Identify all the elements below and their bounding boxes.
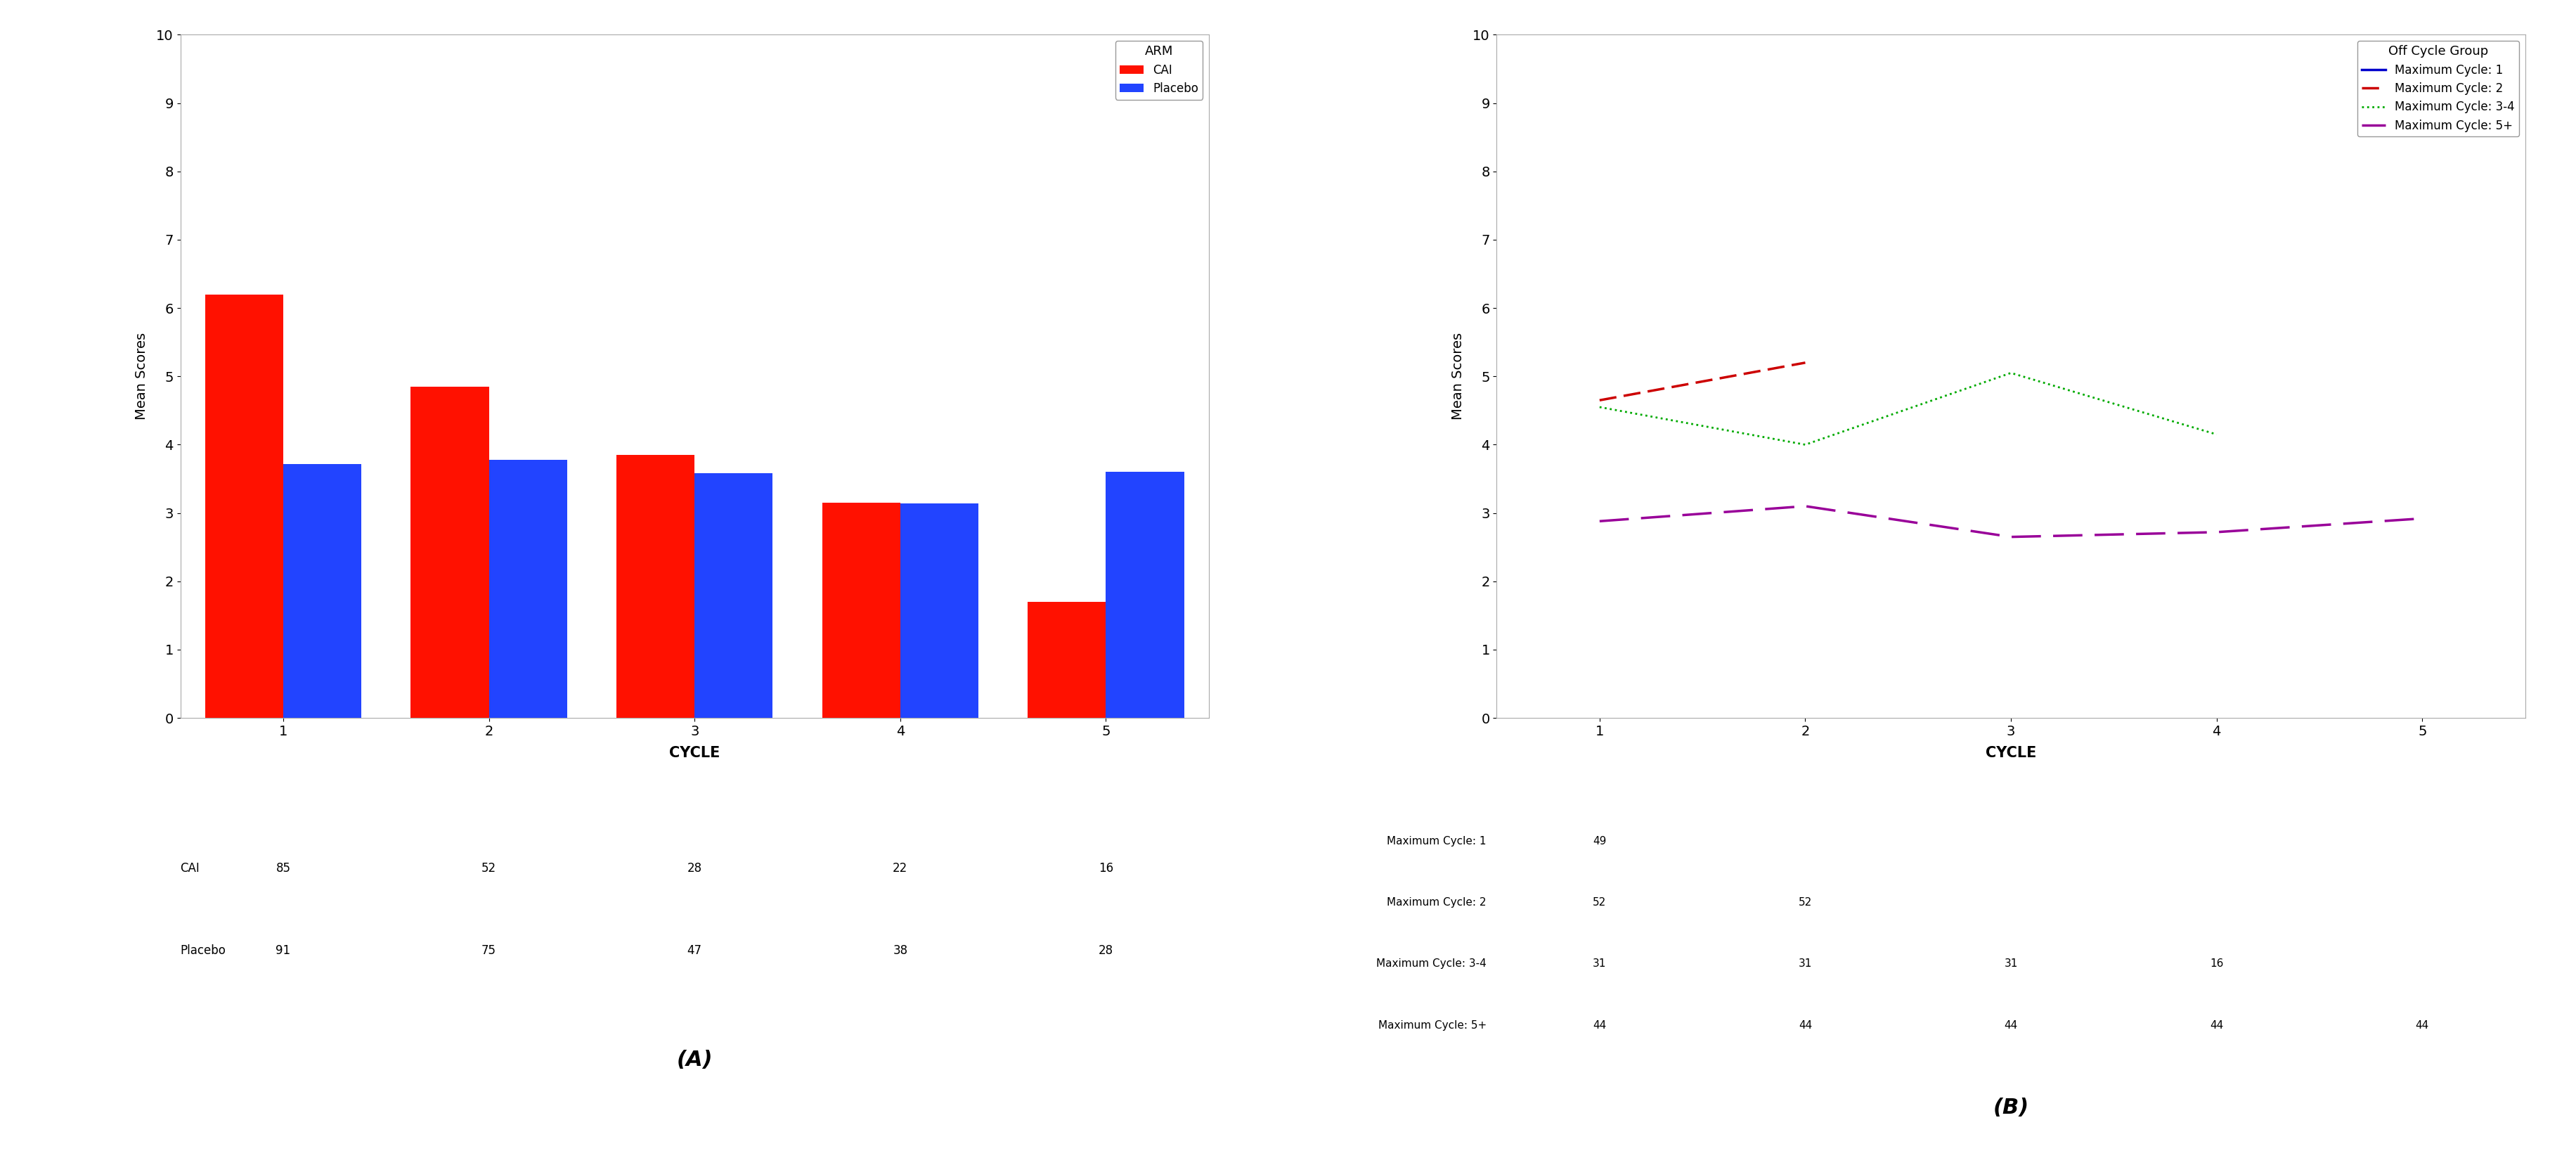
Maximum Cycle: 3-4: (2, 4): 3-4: (2, 4) <box>1790 438 1821 452</box>
Text: 31: 31 <box>2004 959 2017 969</box>
Bar <box>283 464 361 718</box>
Text: 22: 22 <box>891 862 907 874</box>
Text: 75: 75 <box>482 944 497 957</box>
Bar <box>489 460 567 718</box>
Text: 28: 28 <box>688 862 701 874</box>
Text: 44: 44 <box>1592 1020 1605 1031</box>
Text: 44: 44 <box>2004 1020 2017 1031</box>
Text: 31: 31 <box>1592 959 1605 969</box>
Bar <box>410 387 489 718</box>
Text: Maximum Cycle: 5+: Maximum Cycle: 5+ <box>1378 1020 1486 1031</box>
X-axis label: CYCLE: CYCLE <box>1986 746 2035 760</box>
Text: (A): (A) <box>677 1049 714 1070</box>
Bar <box>1028 602 1105 718</box>
Maximum Cycle: 3-4: (3, 5.05): 3-4: (3, 5.05) <box>1994 366 2025 380</box>
Bar <box>1105 472 1185 718</box>
Maximum Cycle: 5+: (4, 2.72): 5+: (4, 2.72) <box>2200 526 2231 540</box>
Text: 49: 49 <box>1592 836 1605 846</box>
Legend: CAI, Placebo: CAI, Placebo <box>1115 41 1203 100</box>
Text: 38: 38 <box>894 944 907 957</box>
Maximum Cycle: 3-4: (1, 4.55): 3-4: (1, 4.55) <box>1584 401 1615 415</box>
Bar <box>899 504 979 718</box>
Maximum Cycle: 5+: (1, 2.88): 5+: (1, 2.88) <box>1584 514 1615 528</box>
Text: 28: 28 <box>1097 944 1113 957</box>
Legend: Maximum Cycle: 1, Maximum Cycle: 2, Maximum Cycle: 3-4, Maximum Cycle: 5+: Maximum Cycle: 1, Maximum Cycle: 2, Maxi… <box>2357 41 2519 137</box>
Line: Maximum Cycle: 5+: Maximum Cycle: 5+ <box>1600 506 2421 537</box>
Maximum Cycle: 2: (1, 4.65): 2: (1, 4.65) <box>1584 394 1615 408</box>
Bar <box>696 474 773 718</box>
Line: Maximum Cycle: 3-4: Maximum Cycle: 3-4 <box>1600 373 2215 445</box>
Text: 31: 31 <box>1798 959 1811 969</box>
Text: (B): (B) <box>1991 1097 2027 1117</box>
Text: Maximum Cycle: 2: Maximum Cycle: 2 <box>1386 897 1486 908</box>
Text: 44: 44 <box>1798 1020 1811 1031</box>
X-axis label: CYCLE: CYCLE <box>670 746 719 760</box>
Maximum Cycle: 5+: (3, 2.65): 5+: (3, 2.65) <box>1994 530 2025 544</box>
Bar <box>616 455 696 718</box>
Maximum Cycle: 5+: (5, 2.92): 5+: (5, 2.92) <box>2406 512 2437 526</box>
Bar <box>206 294 283 718</box>
Text: 85: 85 <box>276 862 291 874</box>
Maximum Cycle: 2: (2, 5.2): 2: (2, 5.2) <box>1790 356 1821 369</box>
Y-axis label: Mean Scores: Mean Scores <box>1450 332 1463 420</box>
Text: 52: 52 <box>1592 897 1605 908</box>
Text: 52: 52 <box>482 862 497 874</box>
Text: 44: 44 <box>2210 1020 2223 1031</box>
Maximum Cycle: 5+: (2, 3.1): 5+: (2, 3.1) <box>1790 499 1821 513</box>
Text: Placebo: Placebo <box>180 944 227 957</box>
Text: CAI: CAI <box>180 862 201 874</box>
Text: 16: 16 <box>1097 862 1113 874</box>
Text: 47: 47 <box>688 944 701 957</box>
Text: 16: 16 <box>2210 959 2223 969</box>
Maximum Cycle: 3-4: (4, 4.15): 3-4: (4, 4.15) <box>2200 427 2231 441</box>
Text: Maximum Cycle: 3-4: Maximum Cycle: 3-4 <box>1376 959 1486 969</box>
Y-axis label: Mean Scores: Mean Scores <box>134 332 149 420</box>
Line: Maximum Cycle: 2: Maximum Cycle: 2 <box>1600 362 1806 401</box>
Text: Maximum Cycle: 1: Maximum Cycle: 1 <box>1386 836 1486 846</box>
Text: 91: 91 <box>276 944 291 957</box>
Text: 52: 52 <box>1798 897 1811 908</box>
Text: 44: 44 <box>2414 1020 2429 1031</box>
Bar <box>822 503 899 718</box>
